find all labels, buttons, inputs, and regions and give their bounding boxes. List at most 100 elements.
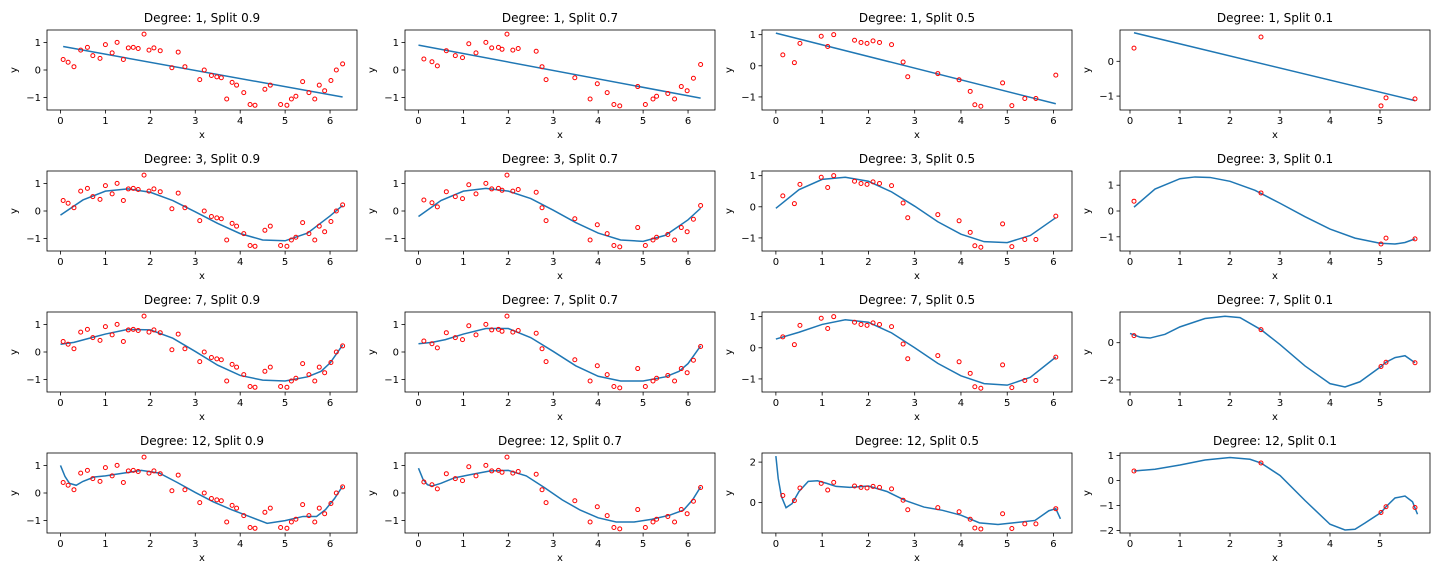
data-point bbox=[278, 383, 284, 389]
data-point bbox=[102, 324, 108, 330]
data-point bbox=[900, 59, 906, 65]
data-point bbox=[510, 470, 516, 476]
x-tick-label: 1 bbox=[819, 398, 825, 409]
data-point bbox=[780, 52, 786, 58]
data-point bbox=[852, 37, 858, 43]
x-tick-label: 4 bbox=[237, 398, 243, 409]
data-point bbox=[120, 339, 126, 345]
x-tick-label: 0 bbox=[1127, 398, 1133, 409]
data-point bbox=[690, 357, 696, 363]
data-point bbox=[293, 516, 299, 522]
x-tick-label: 5 bbox=[1377, 257, 1383, 268]
data-point bbox=[328, 218, 334, 224]
axes-frame bbox=[761, 311, 1073, 393]
x-tick-label: 4 bbox=[1327, 257, 1333, 268]
x-tick-label: 1 bbox=[819, 257, 825, 268]
data-point bbox=[858, 180, 864, 186]
data-point bbox=[141, 454, 147, 460]
data-point bbox=[978, 526, 984, 532]
data-point bbox=[169, 65, 175, 71]
data-point bbox=[495, 467, 501, 473]
data-point bbox=[1258, 460, 1264, 466]
data-point bbox=[306, 513, 312, 519]
fit-curve bbox=[775, 319, 1057, 386]
data-point bbox=[452, 194, 458, 200]
data-point bbox=[1053, 213, 1059, 219]
data-point bbox=[1378, 241, 1384, 247]
data-point bbox=[791, 342, 797, 348]
data-point bbox=[252, 102, 258, 108]
y-tick-label: −1 bbox=[384, 375, 399, 386]
data-point bbox=[288, 378, 294, 384]
subplot-2: 0 1 2 3 4 5 6 −1 0 1 Degree: 1, Split 0.7 x y bbox=[367, 11, 716, 141]
x-tick-label: 6 bbox=[327, 257, 333, 268]
x-tick-label: 2 bbox=[1227, 539, 1233, 550]
axes-frame bbox=[1119, 452, 1431, 534]
x-tick-label: 6 bbox=[685, 539, 691, 550]
data-point bbox=[288, 519, 294, 525]
data-point bbox=[247, 101, 253, 107]
x-tick-label: 4 bbox=[958, 257, 964, 268]
y-tick-label: 1 bbox=[393, 38, 399, 49]
data-point bbox=[247, 383, 253, 389]
data-point bbox=[1131, 468, 1137, 474]
data-point bbox=[635, 84, 641, 90]
data-point bbox=[533, 471, 539, 477]
y-tick-label: −1 bbox=[1099, 232, 1114, 243]
data-point bbox=[90, 476, 96, 482]
data-point bbox=[852, 483, 858, 489]
axes-frame bbox=[404, 170, 716, 252]
x-axis-label: x bbox=[557, 412, 563, 423]
data-point bbox=[114, 462, 120, 468]
data-point bbox=[967, 370, 973, 376]
data-point bbox=[252, 384, 258, 390]
subplot-15: 0 1 2 3 4 5 6 0 2 Degree: 12, Split 0.5 x y bbox=[724, 434, 1073, 564]
y-tick-label: 1 bbox=[750, 312, 756, 323]
x-tick-label: 1 bbox=[460, 257, 466, 268]
data-point bbox=[278, 101, 284, 107]
y-tick-label: 0 bbox=[1108, 476, 1114, 487]
data-point bbox=[905, 356, 911, 362]
data-point bbox=[102, 42, 108, 48]
data-point bbox=[678, 225, 684, 231]
data-point bbox=[935, 212, 941, 218]
data-point bbox=[452, 53, 458, 59]
x-tick-label: 3 bbox=[1277, 257, 1283, 268]
data-point bbox=[594, 504, 600, 510]
data-point bbox=[65, 200, 71, 206]
data-point bbox=[234, 364, 240, 370]
data-point bbox=[214, 215, 220, 221]
x-tick-label: 1 bbox=[819, 539, 825, 550]
data-point bbox=[473, 473, 479, 479]
data-point bbox=[197, 359, 203, 365]
data-point bbox=[466, 464, 472, 470]
data-point bbox=[515, 327, 521, 333]
data-point bbox=[1412, 236, 1418, 242]
data-point bbox=[71, 487, 77, 493]
data-point bbox=[262, 227, 268, 233]
data-point bbox=[151, 186, 157, 192]
data-point bbox=[234, 505, 240, 511]
data-point bbox=[218, 498, 224, 504]
x-axis-label: x bbox=[557, 553, 563, 564]
data-point bbox=[130, 185, 136, 191]
data-point bbox=[452, 335, 458, 341]
data-point bbox=[483, 180, 489, 186]
data-point bbox=[135, 327, 141, 333]
data-point bbox=[429, 59, 435, 65]
data-point bbox=[182, 64, 188, 70]
x-tick-label: 4 bbox=[958, 398, 964, 409]
data-point bbox=[1053, 72, 1059, 78]
y-tick-label: 0 bbox=[35, 489, 41, 500]
data-point bbox=[499, 46, 505, 52]
data-point bbox=[825, 326, 831, 331]
x-tick-label: 1 bbox=[1177, 257, 1183, 268]
subplot-title: Degree: 7, Split 0.7 bbox=[502, 293, 618, 307]
data-point bbox=[146, 188, 152, 194]
data-point bbox=[434, 345, 440, 351]
fit-curve bbox=[417, 467, 702, 523]
x-tick-label: 4 bbox=[237, 257, 243, 268]
data-point bbox=[504, 172, 510, 178]
x-tick-label: 4 bbox=[1327, 398, 1333, 409]
data-point bbox=[125, 45, 131, 51]
